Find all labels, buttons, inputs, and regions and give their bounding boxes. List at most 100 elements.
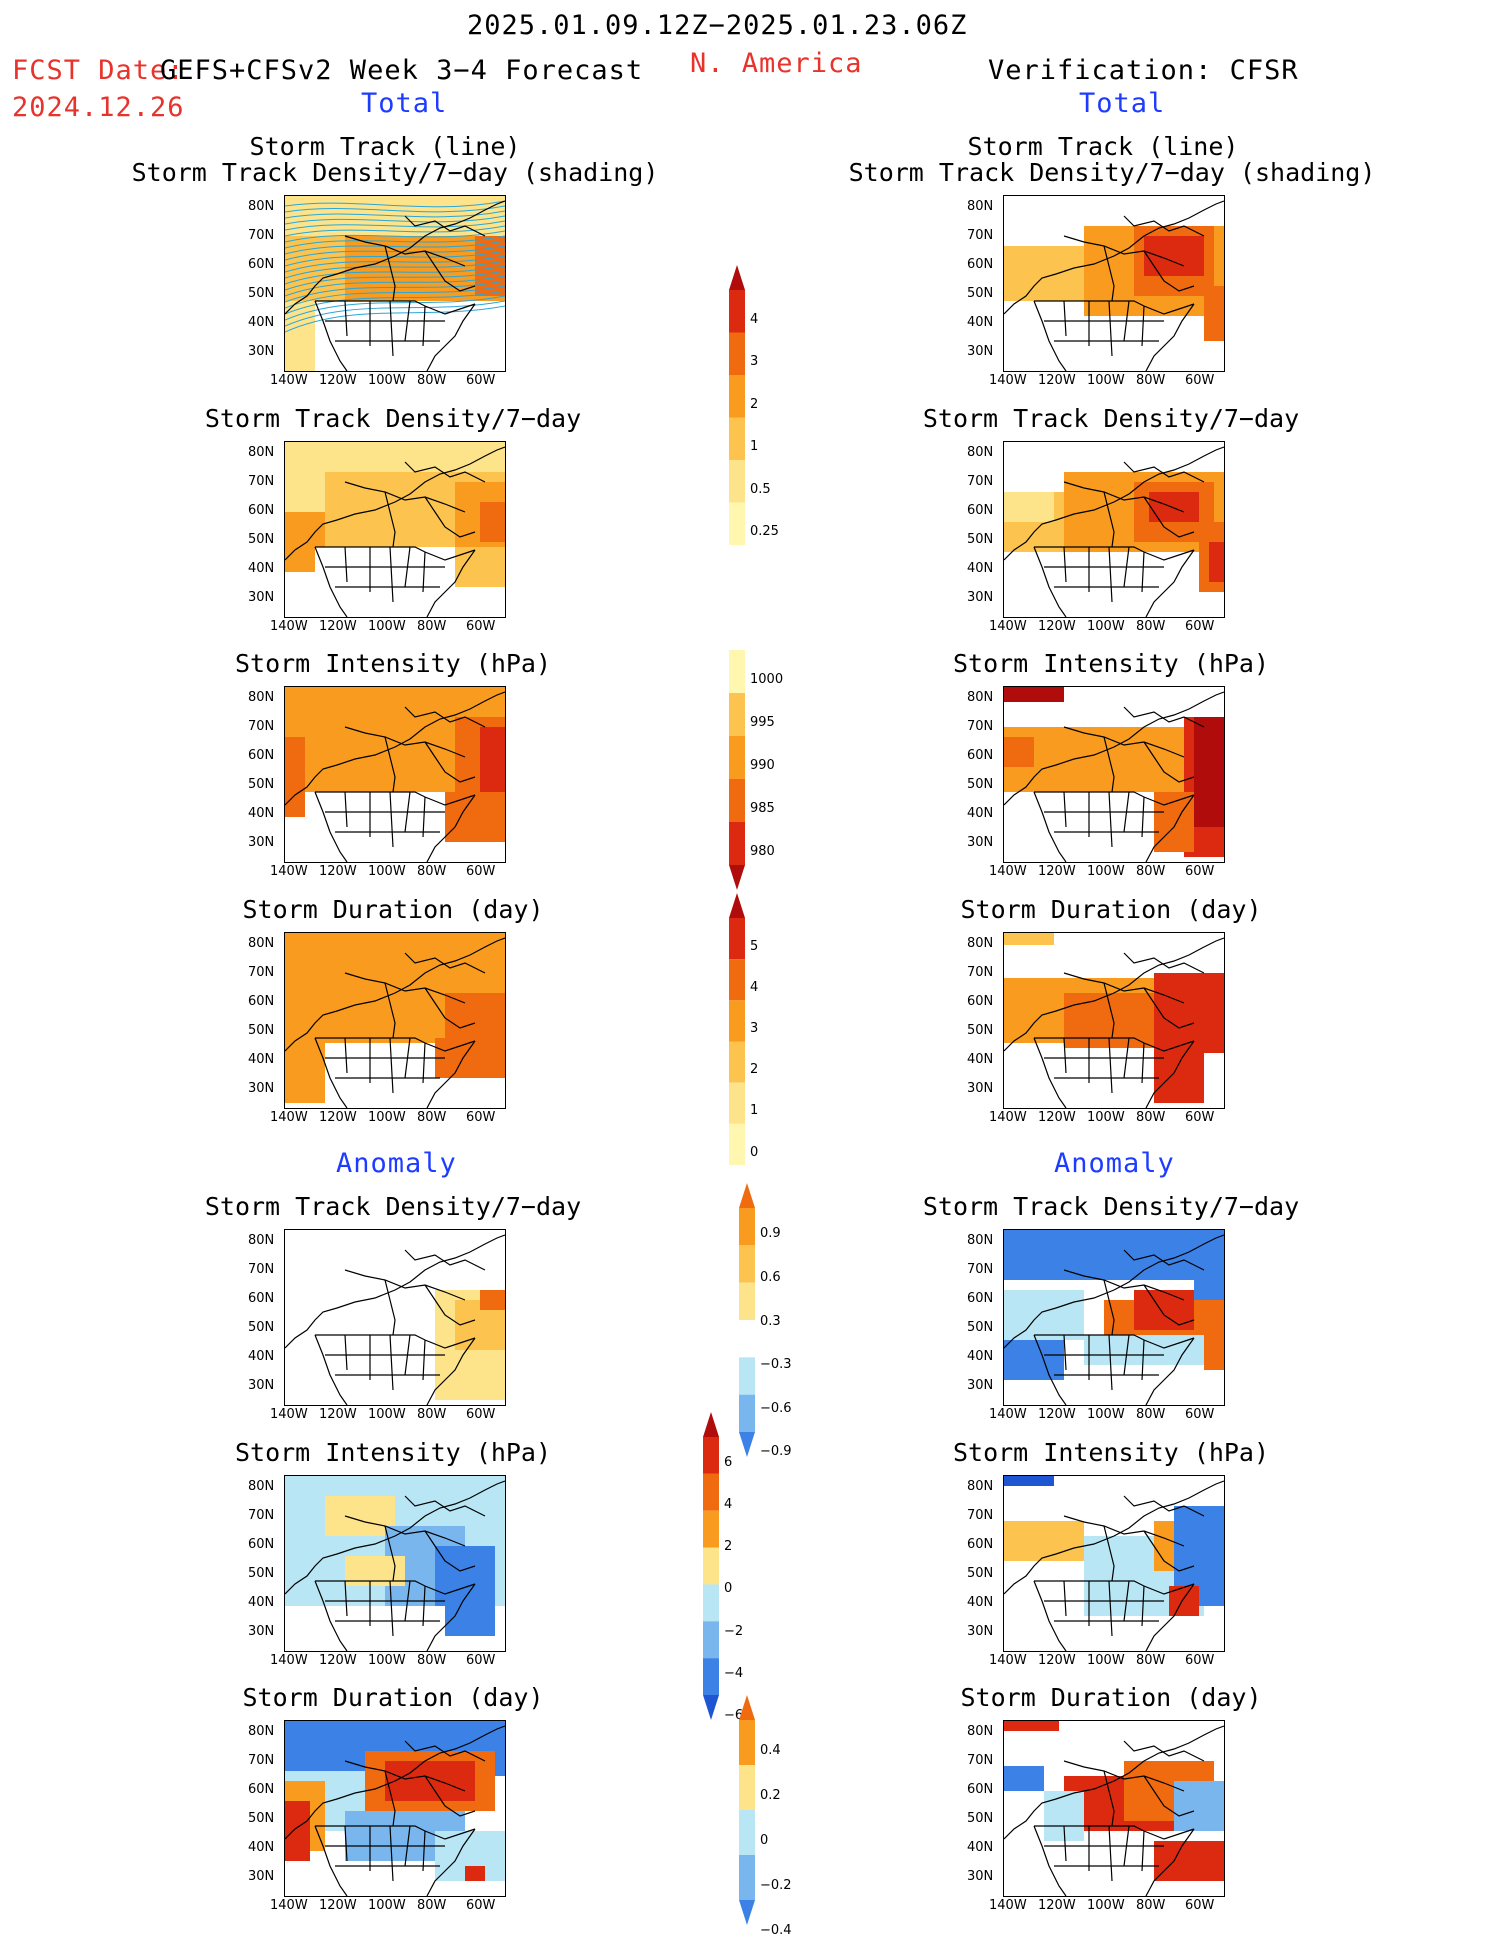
lat-tick-label: 70N <box>248 474 275 489</box>
title-duration-left: Storm Duration (day) <box>242 895 544 924</box>
lat-tick-label: 80N <box>967 1233 994 1248</box>
title-track-line-left: Storm Track (line) <box>249 132 521 161</box>
lon-tick-label: 60W <box>1185 619 1215 634</box>
colorbar-tick-label: 0.3 <box>760 1313 781 1329</box>
lon-tick-label: 100W <box>368 1110 406 1125</box>
lon-tick-label: 100W <box>1087 1898 1125 1913</box>
colorbar-tick-label: −0.2 <box>760 1878 792 1893</box>
lon-tick-label: 100W <box>1087 373 1125 388</box>
lat-tick-label: 50N <box>248 286 275 301</box>
colorbar-tick-label: −0.6 <box>760 1400 792 1416</box>
lon-tick-label: 140W <box>989 619 1027 634</box>
lat-tick-label: 60N <box>967 994 994 1009</box>
period-title: 2025.01.09.12Z−2025.01.23.06Z <box>467 10 968 41</box>
lon-tick-label: 140W <box>270 619 308 634</box>
colorbar-tick-label: 1000 <box>750 671 784 687</box>
lon-tick-label: 120W <box>319 864 357 879</box>
lat-tick-label: 30N <box>248 1081 275 1096</box>
lon-tick-label: 120W <box>1038 619 1076 634</box>
lon-tick-label: 140W <box>989 1653 1027 1668</box>
fcst-date-label: FCST Date: <box>12 55 185 86</box>
lat-tick-label: 40N <box>248 806 275 821</box>
lon-tick-label: 60W <box>1185 1898 1215 1913</box>
lon-tick-label: 120W <box>1038 373 1076 388</box>
lat-tick-label: 80N <box>967 445 994 460</box>
lon-tick-label: 140W <box>270 373 308 388</box>
lon-tick-label: 100W <box>368 1653 406 1668</box>
title-intensity-right: Storm Intensity (hPa) <box>952 649 1270 678</box>
lon-tick-label: 140W <box>989 373 1027 388</box>
lat-tick-label: 30N <box>248 835 275 850</box>
lon-tick-label: 140W <box>270 1898 308 1913</box>
lon-tick-label: 80W <box>1136 619 1166 634</box>
lat-tick-label: 70N <box>967 1753 994 1768</box>
anomaly-right-label: Anomaly <box>1054 1148 1175 1179</box>
lat-tick-label: 60N <box>248 994 275 1009</box>
lat-tick-label: 60N <box>248 503 275 518</box>
lon-tick-label: 60W <box>466 864 496 879</box>
lon-tick-label: 120W <box>319 1898 357 1913</box>
lon-tick-label: 80W <box>417 864 447 879</box>
lon-tick-label: 100W <box>368 1407 406 1422</box>
lat-tick-label: 80N <box>248 936 275 951</box>
lat-tick-label: 70N <box>248 719 275 734</box>
lat-tick-label: 50N <box>967 1811 994 1826</box>
lon-tick-label: 60W <box>466 1653 496 1668</box>
colorbar-tick-label: 2 <box>750 1062 759 1078</box>
colorbar-tick-label: 985 <box>750 800 775 816</box>
colorbar-tick-label: −0.9 <box>760 1444 792 1460</box>
map-panel-density-anom-left <box>284 1229 506 1406</box>
colorbar-tick-label: −0.4 <box>760 1923 792 1938</box>
lat-tick-label: 50N <box>248 532 275 547</box>
lon-tick-label: 60W <box>466 1110 496 1125</box>
lat-tick-label: 80N <box>967 936 994 951</box>
colorbar-tick-label: −4 <box>724 1665 744 1681</box>
lat-tick-label: 30N <box>248 344 275 359</box>
colorbar-density_total <box>729 265 745 545</box>
lat-tick-label: 30N <box>248 590 275 605</box>
lon-tick-label: 140W <box>270 864 308 879</box>
title-duration-right: Storm Duration (day) <box>960 895 1262 924</box>
lon-tick-label: 80W <box>417 1653 447 1668</box>
lon-tick-label: 80W <box>1136 1898 1166 1913</box>
lon-tick-label: 80W <box>417 619 447 634</box>
lat-tick-label: 80N <box>248 1479 275 1494</box>
lat-tick-label: 60N <box>967 1291 994 1306</box>
colorbar-tick-label: 990 <box>750 757 775 773</box>
lon-tick-label: 140W <box>989 1898 1027 1913</box>
lon-tick-label: 140W <box>989 864 1027 879</box>
anomaly-left-label: Anomaly <box>336 1148 457 1179</box>
lon-tick-label: 120W <box>319 1407 357 1422</box>
lat-tick-label: 60N <box>967 1537 994 1552</box>
lat-tick-label: 50N <box>967 1320 994 1335</box>
lon-tick-label: 60W <box>1185 1110 1215 1125</box>
colorbar-duration_anom <box>739 1695 755 1925</box>
lat-tick-label: 80N <box>967 1724 994 1739</box>
lon-tick-label: 60W <box>1185 1653 1215 1668</box>
lon-tick-label: 120W <box>1038 1110 1076 1125</box>
colorbar-duration_total <box>729 893 745 1165</box>
lon-tick-label: 60W <box>1185 1407 1215 1422</box>
map-panel-track-right <box>1003 195 1225 372</box>
lat-tick-label: 40N <box>967 1840 994 1855</box>
lon-tick-label: 120W <box>1038 864 1076 879</box>
title-density-anom-right: Storm Track Density/7−day <box>922 1192 1300 1221</box>
lat-tick-label: 40N <box>248 1840 275 1855</box>
lat-tick-label: 70N <box>248 965 275 980</box>
lat-tick-label: 40N <box>967 1349 994 1364</box>
lon-tick-label: 80W <box>417 1110 447 1125</box>
fcst-date-value: 2024.12.26 <box>12 92 185 123</box>
colorbar-tick-label: 4 <box>724 1497 733 1513</box>
lat-tick-label: 60N <box>967 1782 994 1797</box>
lon-tick-label: 120W <box>1038 1407 1076 1422</box>
lat-tick-label: 60N <box>248 1291 275 1306</box>
colorbar-tick-label: 6 <box>724 1455 733 1471</box>
lon-tick-label: 80W <box>417 1898 447 1913</box>
colorbar-tick-label: 0.6 <box>760 1269 781 1285</box>
lat-tick-label: 30N <box>967 1624 994 1639</box>
lat-tick-label: 40N <box>248 315 275 330</box>
verification-label: Verification: CFSR <box>988 55 1299 86</box>
map-panel-density-left <box>284 441 506 618</box>
lat-tick-label: 80N <box>967 199 994 214</box>
lat-tick-label: 50N <box>967 532 994 547</box>
